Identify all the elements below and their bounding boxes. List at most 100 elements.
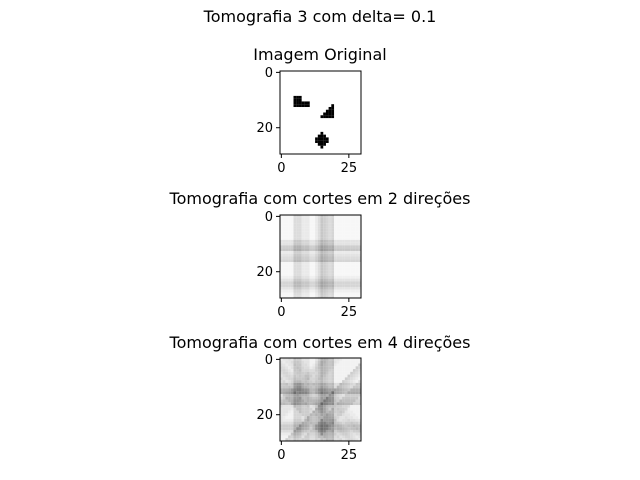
- heatmap-cell: [298, 292, 302, 296]
- heatmap-cell: [331, 281, 335, 285]
- heatmap-cell: [320, 289, 324, 293]
- heatmap-cell: [350, 239, 353, 243]
- heatmap-cell: [350, 424, 353, 428]
- heatmap-cell: [355, 380, 359, 383]
- heatmap-cell: [315, 215, 318, 218]
- heatmap-cell: [320, 278, 324, 282]
- heatmap-cell: [350, 228, 353, 232]
- heatmap-cell: [320, 134, 324, 138]
- heatmap-cell: [312, 399, 316, 403]
- heatmap-cell: [285, 405, 289, 408]
- heatmap-cell: [350, 220, 353, 224]
- heatmap-cell: [304, 273, 308, 276]
- heatmap-cell: [336, 237, 340, 240]
- heatmap-cell: [347, 407, 351, 411]
- heatmap-cell: [347, 399, 351, 403]
- heatmap-cell: [352, 295, 356, 299]
- heatmap-cell: [317, 231, 321, 235]
- heatmap-cell: [280, 223, 283, 227]
- heatmap-cell: [285, 391, 289, 395]
- heatmap-cell: [301, 377, 305, 381]
- heatmap-cell: [315, 413, 318, 417]
- heatmap-cell: [307, 402, 310, 406]
- heatmap-cell: [285, 358, 289, 361]
- heatmap-cell: [347, 234, 351, 238]
- heatmap-cell: [344, 242, 348, 246]
- heatmap-cell: [331, 402, 335, 406]
- heatmap-cell: [282, 217, 286, 221]
- heatmap-cell: [347, 245, 351, 249]
- heatmap-cell: [347, 273, 351, 276]
- heatmap-cell: [280, 286, 283, 290]
- heatmap-cell: [336, 416, 340, 419]
- heatmap-cell: [355, 242, 359, 246]
- heatmap-cell: [282, 393, 286, 397]
- heatmap-cell: [358, 253, 362, 257]
- heatmap-cell: [304, 234, 308, 238]
- heatmap-cell: [328, 407, 332, 411]
- heatmap-cell: [334, 256, 337, 260]
- heatmap-cell: [347, 382, 351, 386]
- heatmap-cell: [339, 399, 343, 403]
- heatmap-cell: [339, 278, 343, 282]
- heatmap-cell: [307, 248, 310, 252]
- heatmap-cell: [285, 262, 289, 265]
- heatmap-cell: [323, 226, 326, 229]
- heatmap-cell: [312, 256, 316, 260]
- heatmap-cell: [347, 393, 351, 397]
- heatmap-cell: [280, 366, 283, 370]
- heatmap-cell: [293, 237, 297, 240]
- heatmap-cell: [325, 223, 329, 227]
- heatmap-cell: [301, 237, 305, 240]
- heatmap-cell: [307, 242, 310, 246]
- heatmap-cell: [309, 286, 313, 290]
- heatmap-cell: [309, 416, 313, 419]
- heatmap-cell: [290, 234, 294, 238]
- heatmap-cell: [280, 396, 283, 400]
- heatmap-cell: [282, 424, 286, 428]
- heatmap-cell: [342, 239, 345, 243]
- heatmap-cell: [298, 104, 302, 108]
- heatmap-cell: [315, 259, 318, 263]
- heatmap-cell: [336, 275, 340, 279]
- heatmap-cell: [307, 228, 310, 232]
- heatmap-cell: [334, 385, 337, 389]
- heatmap-cell: [331, 292, 335, 296]
- heatmap-cell: [334, 292, 337, 296]
- heatmap-cell: [301, 358, 305, 361]
- heatmap-cell: [290, 242, 294, 246]
- heatmap-cell: [344, 253, 348, 257]
- heatmap-cell: [312, 220, 316, 224]
- heatmap-cell: [328, 256, 332, 260]
- heatmap-cell: [358, 405, 362, 408]
- heatmap-cell: [282, 360, 286, 364]
- heatmap-cell: [334, 220, 337, 224]
- heatmap-cell: [320, 270, 324, 274]
- heatmap-cell: [296, 418, 299, 422]
- y-tick-label: 0: [265, 353, 273, 368]
- heatmap-cell: [342, 380, 345, 383]
- heatmap-cell: [347, 360, 351, 364]
- heatmap-cell: [280, 278, 283, 282]
- heatmap-cell: [296, 275, 299, 279]
- heatmap-cell: [280, 438, 283, 442]
- heatmap-cell: [352, 418, 356, 422]
- heatmap-cell: [304, 242, 308, 246]
- heatmap-cell: [350, 273, 353, 276]
- heatmap-cell: [347, 429, 351, 433]
- heatmap-cell: [301, 380, 305, 383]
- heatmap-cell: [304, 410, 308, 414]
- heatmap-cell: [296, 391, 299, 395]
- heatmap-cell: [296, 248, 299, 252]
- heatmap-cell: [304, 369, 308, 372]
- heatmap-cell: [323, 223, 326, 227]
- heatmap-cell: [309, 385, 313, 389]
- heatmap-cell: [307, 380, 310, 383]
- heatmap-cell: [312, 259, 316, 263]
- heatmap-cell: [290, 217, 294, 221]
- heatmap-cell: [285, 237, 289, 240]
- heatmap-cell: [350, 388, 353, 392]
- heatmap-cell: [282, 262, 286, 265]
- heatmap-cell: [317, 399, 321, 403]
- heatmap-cell: [312, 215, 316, 218]
